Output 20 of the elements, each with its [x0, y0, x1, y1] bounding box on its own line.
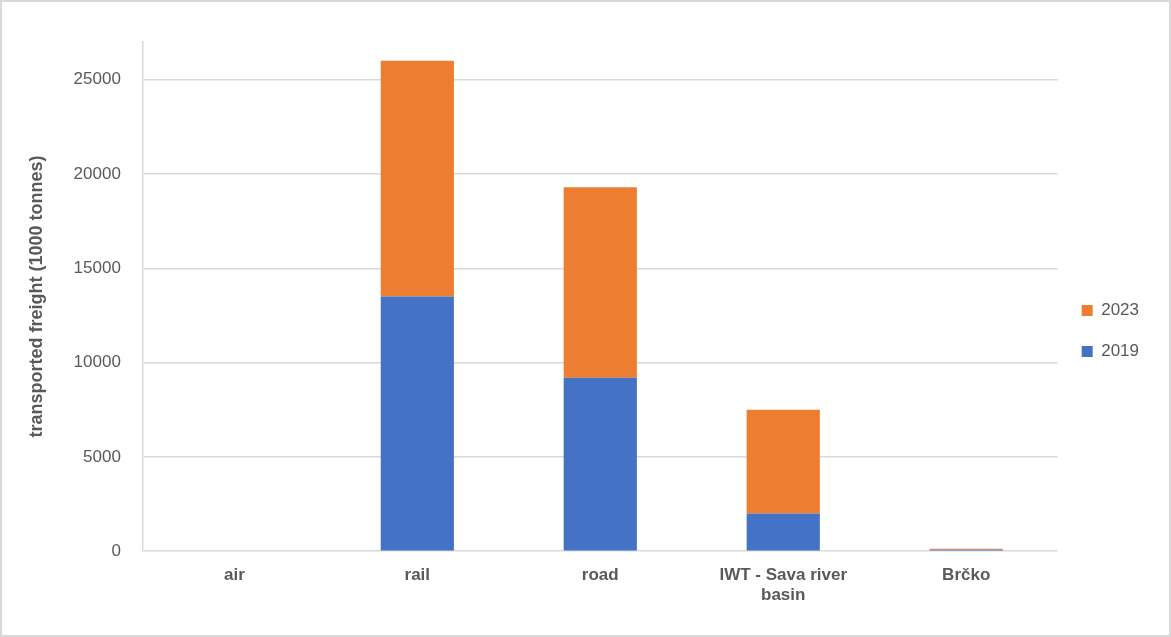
- bar: [746, 409, 820, 514]
- x-tick-label: road: [581, 565, 619, 585]
- x-tick-label: air: [223, 565, 246, 585]
- y-tick-label: 20000: [73, 163, 121, 183]
- bar: [380, 60, 454, 297]
- x-tick-label: rail: [404, 565, 431, 585]
- bar: [563, 377, 637, 551]
- bar: [746, 513, 820, 551]
- legend-label: 2023: [1101, 300, 1140, 320]
- y-tick-label: 10000: [73, 352, 121, 372]
- x-tick-label: IWT - Sava river basin: [719, 565, 848, 605]
- y-tick-label: 5000: [83, 446, 121, 466]
- y-tick-label: 25000: [73, 69, 121, 89]
- x-tick-label: Brčko: [942, 565, 991, 585]
- y-tick-label: 0: [111, 540, 121, 560]
- legend-label: 2019: [1101, 341, 1140, 361]
- y-axis-title: transported freight (1000 tonnes): [25, 155, 46, 438]
- bar: [380, 296, 454, 551]
- bar: [563, 187, 637, 378]
- y-tick-label: 15000: [73, 258, 121, 277]
